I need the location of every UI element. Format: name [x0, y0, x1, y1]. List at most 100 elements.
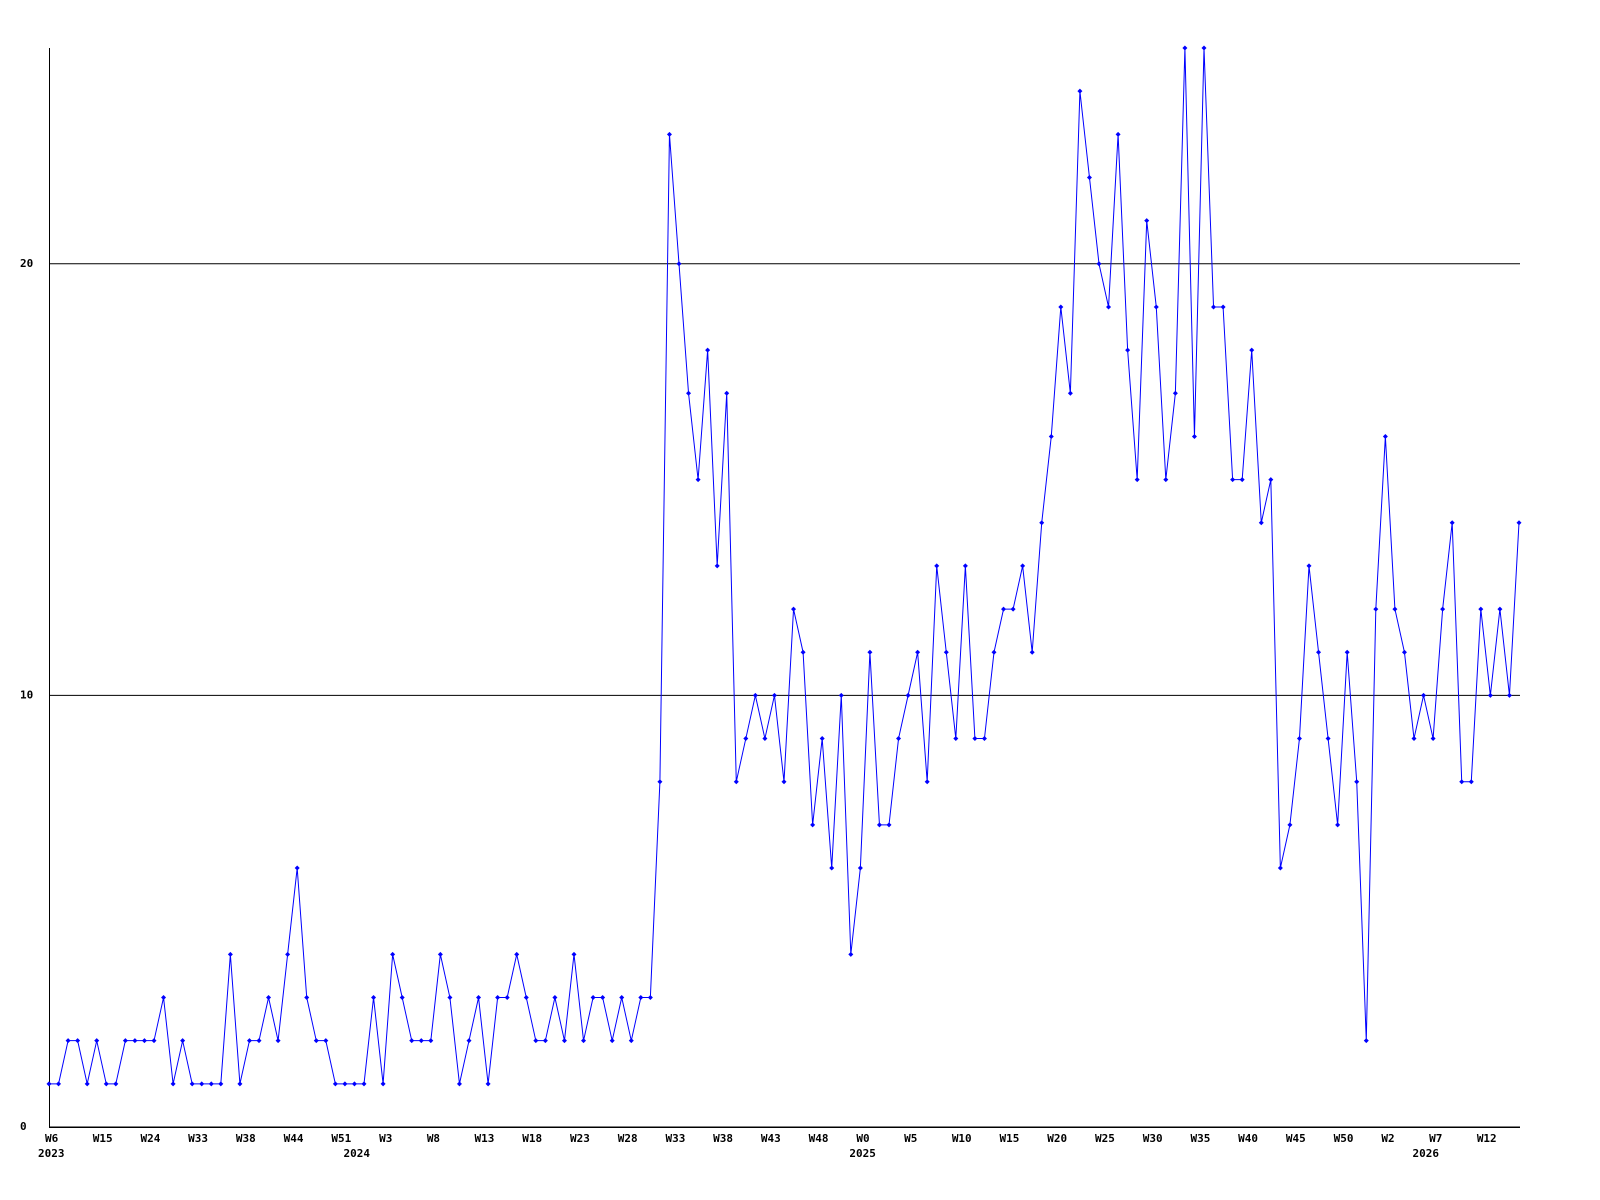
- x-year-label: 2026: [1413, 1147, 1440, 1160]
- point-marker: [113, 1081, 119, 1087]
- point-marker: [581, 1038, 587, 1044]
- point-marker: [1077, 88, 1083, 94]
- x-year-label: 2023: [38, 1147, 65, 1160]
- x-tick-label: W25: [1095, 1132, 1115, 1145]
- point-marker: [1211, 304, 1217, 310]
- point-marker: [628, 1038, 634, 1044]
- point-marker: [1401, 649, 1407, 655]
- point-marker: [638, 995, 644, 1001]
- point-marker: [1487, 692, 1493, 698]
- point-marker: [953, 736, 959, 742]
- x-tick-label: W38: [236, 1132, 256, 1145]
- point-marker: [1316, 649, 1322, 655]
- x-tick-label: W5: [904, 1132, 917, 1145]
- point-marker: [1411, 736, 1417, 742]
- point-marker: [361, 1081, 367, 1087]
- x-tick-label: W20: [1047, 1132, 1067, 1145]
- point-marker: [571, 951, 577, 957]
- point-marker: [1468, 779, 1474, 785]
- point-marker: [456, 1081, 462, 1087]
- point-marker: [1144, 218, 1150, 224]
- x-tick-label: W35: [1190, 1132, 1210, 1145]
- point-marker: [275, 1038, 281, 1044]
- x-tick-label: W43: [761, 1132, 781, 1145]
- y-tick-label: 0: [20, 1120, 27, 1133]
- point-marker: [141, 1038, 147, 1044]
- point-marker: [237, 1081, 243, 1087]
- point-marker: [962, 563, 968, 569]
- point-marker: [829, 865, 835, 871]
- point-marker: [810, 822, 816, 828]
- point-marker: [590, 995, 596, 1001]
- point-marker: [771, 692, 777, 698]
- point-marker: [600, 995, 606, 1001]
- point-marker: [1201, 45, 1207, 51]
- point-marker: [657, 779, 663, 785]
- x-tick-label: W18: [522, 1132, 542, 1145]
- point-marker: [390, 951, 396, 957]
- point-marker: [1459, 779, 1465, 785]
- point-marker: [332, 1081, 338, 1087]
- point-marker: [151, 1038, 157, 1044]
- point-marker: [514, 951, 520, 957]
- point-marker: [666, 131, 672, 137]
- x-tick-label: W33: [665, 1132, 685, 1145]
- point-marker: [208, 1081, 214, 1087]
- x-tick-label: W7: [1429, 1132, 1442, 1145]
- y-tick-label: 10: [20, 688, 33, 701]
- point-marker: [848, 951, 854, 957]
- point-marker: [1354, 779, 1360, 785]
- point-marker: [476, 995, 482, 1001]
- point-marker: [791, 606, 797, 612]
- point-marker: [896, 736, 902, 742]
- point-marker: [972, 736, 978, 742]
- x-tick-label: W40: [1238, 1132, 1258, 1145]
- point-marker: [886, 822, 892, 828]
- point-marker: [1039, 520, 1045, 526]
- point-marker: [523, 995, 529, 1001]
- x-tick-label: W13: [475, 1132, 495, 1145]
- point-marker: [1516, 520, 1522, 526]
- point-marker: [170, 1081, 176, 1087]
- point-marker: [1392, 606, 1398, 612]
- point-marker: [733, 779, 739, 785]
- x-tick-label: W33: [188, 1132, 208, 1145]
- x-tick-label: W24: [140, 1132, 160, 1145]
- point-marker: [752, 692, 758, 698]
- point-marker: [609, 1038, 615, 1044]
- point-marker: [762, 736, 768, 742]
- point-marker: [1382, 433, 1388, 439]
- x-tick-label: W44: [284, 1132, 304, 1145]
- point-marker: [1239, 477, 1245, 483]
- x-year-label: 2024: [343, 1147, 370, 1160]
- point-marker: [1373, 606, 1379, 612]
- point-marker: [1163, 477, 1169, 483]
- x-tick-label: W51: [331, 1132, 351, 1145]
- point-marker: [256, 1038, 262, 1044]
- point-marker: [1440, 606, 1446, 612]
- point-marker: [180, 1038, 186, 1044]
- point-marker: [218, 1081, 224, 1087]
- point-marker: [103, 1081, 109, 1087]
- point-marker: [1220, 304, 1226, 310]
- point-marker: [1421, 692, 1427, 698]
- point-marker: [122, 1038, 128, 1044]
- point-marker: [84, 1081, 90, 1087]
- point-marker: [56, 1081, 62, 1087]
- point-marker: [1010, 606, 1016, 612]
- x-tick-label: W15: [1000, 1132, 1020, 1145]
- point-marker: [246, 1038, 252, 1044]
- point-marker: [781, 779, 787, 785]
- x-tick-label: W10: [952, 1132, 972, 1145]
- point-marker: [161, 995, 167, 1001]
- point-marker: [285, 951, 291, 957]
- point-marker: [743, 736, 749, 742]
- x-tick-label: W2: [1381, 1132, 1394, 1145]
- point-marker: [981, 736, 987, 742]
- point-marker: [1048, 433, 1054, 439]
- point-marker: [1115, 131, 1121, 137]
- point-marker: [686, 390, 692, 396]
- point-marker: [1363, 1038, 1369, 1044]
